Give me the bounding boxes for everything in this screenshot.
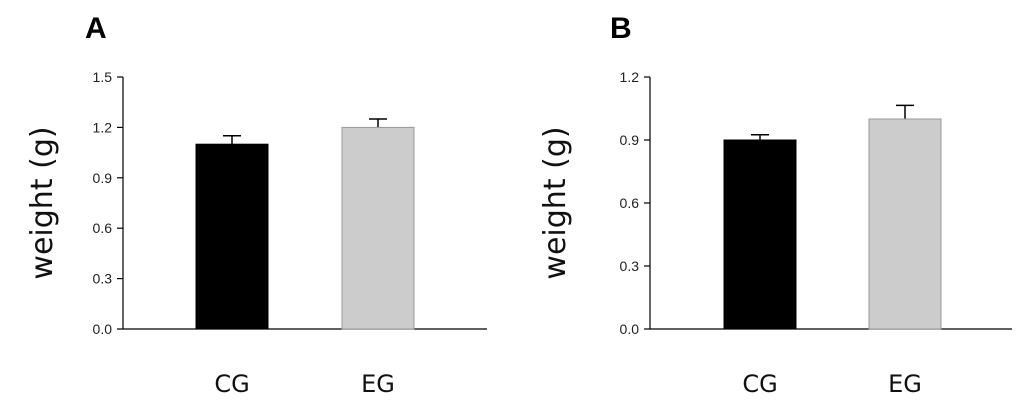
y-axis-label: weight (g) (538, 126, 573, 279)
y-tick-label: 1.5 (93, 69, 113, 85)
y-tick-label: 0.0 (93, 321, 113, 337)
panel-label: A (85, 12, 107, 45)
y-ticks: 0.0 0.3 0.6 0.9 1.2 (620, 69, 650, 337)
y-tick-label: 0.6 (93, 220, 113, 236)
bar-eg (341, 126, 415, 330)
category-labels: CG EG (214, 370, 395, 398)
panel-b: B weight (g) 0.0 0.3 0.6 0.9 1.2 CG EG (538, 12, 1012, 398)
y-tick-label: 0.3 (620, 258, 640, 274)
panel-a: A weight (g) 0.0 0.3 0.6 0.9 1.2 1.5 CG EG (25, 12, 487, 398)
bars (723, 104, 942, 330)
bar-cg (195, 143, 269, 330)
y-axis-label: weight (g) (25, 126, 60, 279)
y-tick-label: 1.2 (620, 69, 640, 85)
panel-label: B (610, 12, 632, 45)
bar-cg (723, 139, 797, 330)
category-label: CG (742, 370, 777, 398)
category-label: CG (214, 370, 249, 398)
category-label: EG (361, 370, 395, 398)
y-tick-label: 0.3 (93, 271, 113, 287)
category-labels: CG EG (742, 370, 922, 398)
bar-eg (868, 118, 942, 330)
bars (195, 118, 415, 330)
y-tick-label: 0.0 (620, 321, 640, 337)
y-tick-label: 0.9 (93, 170, 113, 186)
category-label: EG (888, 370, 922, 398)
y-tick-label: 1.2 (93, 119, 113, 135)
y-ticks: 0.0 0.3 0.6 0.9 1.2 1.5 (93, 69, 123, 337)
y-tick-label: 0.9 (620, 132, 640, 148)
y-tick-label: 0.6 (620, 195, 640, 211)
